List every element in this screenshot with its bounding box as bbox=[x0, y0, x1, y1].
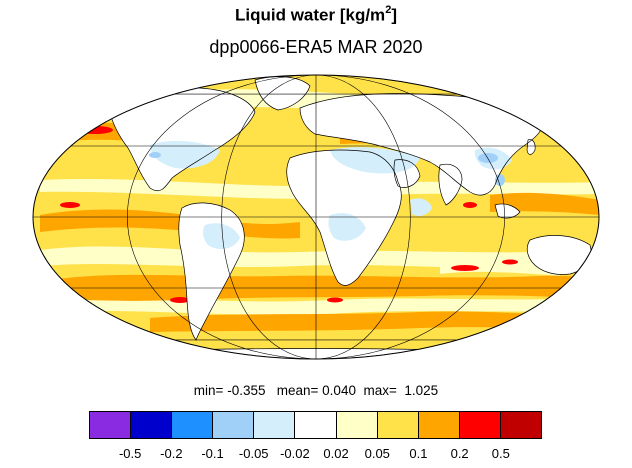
colorbar-swatch bbox=[90, 412, 132, 438]
stat-mean-value: 0.040 bbox=[322, 383, 356, 398]
colorbar-swatch bbox=[213, 412, 255, 438]
stat-min-value: -0.355 bbox=[227, 383, 266, 398]
stat-max-value: 1.025 bbox=[404, 383, 439, 398]
stat-max-label: max= bbox=[363, 383, 397, 398]
colorbar bbox=[89, 411, 542, 439]
colorbar-swatch bbox=[418, 412, 460, 438]
stat-mean-label: mean= bbox=[276, 383, 319, 398]
colorbar-swatch bbox=[254, 412, 296, 438]
stat-min-label: min= bbox=[193, 383, 224, 398]
map-border bbox=[32, 74, 600, 360]
colorbar-swatch bbox=[172, 412, 214, 438]
title-text: Liquid water [kg/m bbox=[235, 5, 386, 25]
land-antarctica bbox=[40, 348, 599, 359]
land-australia bbox=[527, 235, 592, 275]
title-unit-exponent: 2 bbox=[385, 4, 392, 16]
colorbar-tick-label: -0.1 bbox=[201, 446, 224, 461]
colorbar-swatch bbox=[295, 412, 337, 438]
colorbar-tick-label: -0.05 bbox=[238, 446, 269, 461]
colorbar-tick-label: 0.2 bbox=[450, 446, 469, 461]
colorbar-tick-label: 0.05 bbox=[364, 446, 390, 461]
colorbar-tick-label: -0.5 bbox=[118, 446, 142, 461]
colorbar-tick-label: 0.1 bbox=[409, 446, 428, 461]
colorbar-tick-label: 0.5 bbox=[491, 446, 510, 461]
colorbar-swatch bbox=[131, 412, 173, 438]
strong-negative-spots bbox=[149, 152, 505, 186]
land-maritime-se-asia bbox=[495, 203, 520, 219]
meridian-line bbox=[127, 75, 505, 359]
colorbar-swatch bbox=[377, 412, 419, 438]
page-title: Liquid water [kg/m2] bbox=[0, 4, 632, 26]
land-europe-asia bbox=[300, 93, 545, 196]
graticule-lines bbox=[33, 75, 599, 359]
colorbar-tick-label: 0.02 bbox=[323, 446, 349, 461]
land-japan bbox=[527, 139, 536, 155]
title-unit-close: ] bbox=[391, 5, 397, 25]
statistics-line: min= -0.355 mean= 0.040 max= 1.025 bbox=[0, 383, 632, 398]
colorbar-labels: -0.5 -0.2 -0.1 -0.05 -0.02 0.02 0.05 0.1 0.2 0.5 bbox=[89, 446, 542, 462]
colorbar-tick-label: -0.2 bbox=[160, 446, 183, 461]
colorbar-swatch bbox=[459, 412, 501, 438]
meridian-line bbox=[221, 75, 411, 359]
page-subtitle: dpp0066-ERA5 MAR 2020 bbox=[209, 37, 423, 57]
land-north-america bbox=[108, 87, 255, 191]
colorbar-tick-label: -0.02 bbox=[280, 446, 310, 461]
land-greenland bbox=[255, 76, 310, 110]
colorbar-swatch bbox=[336, 412, 378, 438]
colorbar-swatch bbox=[500, 412, 542, 438]
